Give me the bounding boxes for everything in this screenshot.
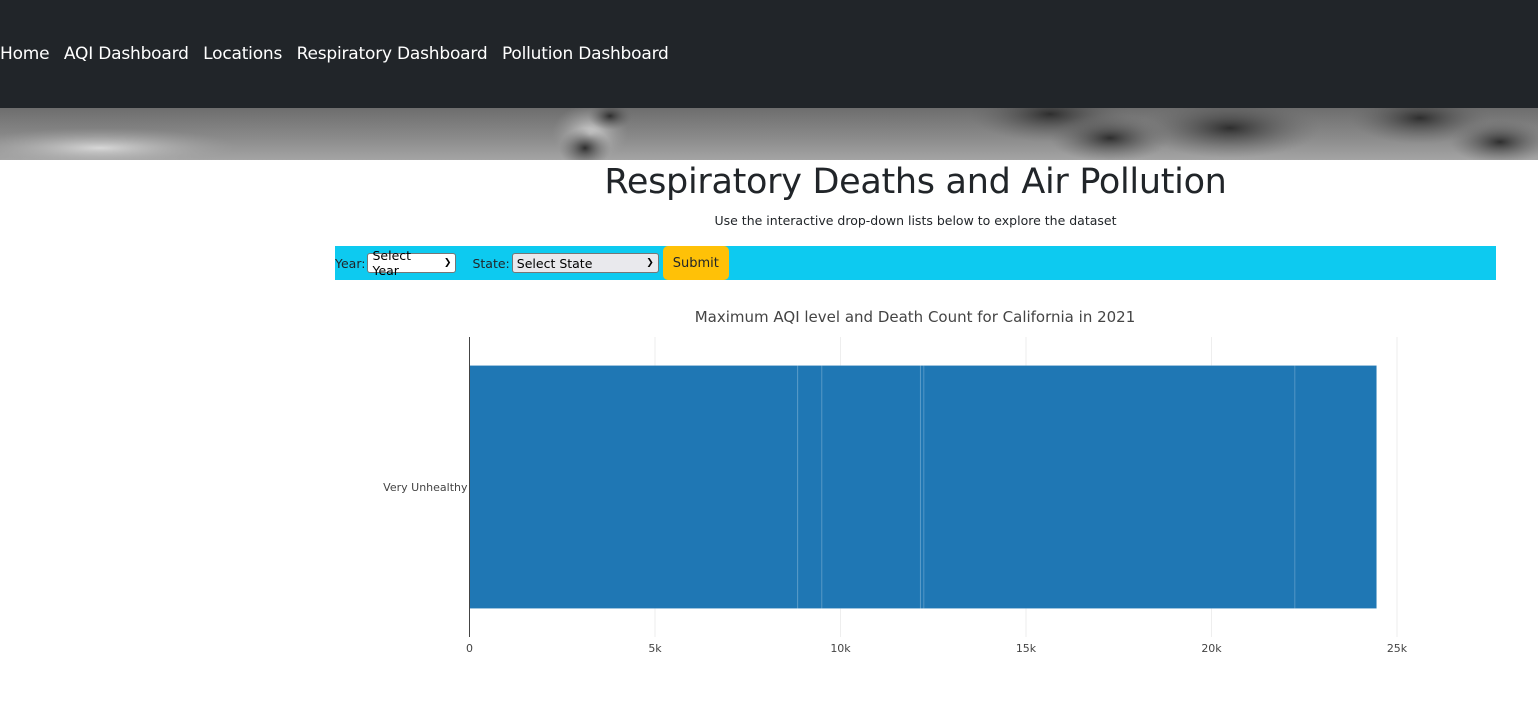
nav-aqi-dashboard[interactable]: AQI Dashboard (63, 44, 189, 64)
x-tick-label: 10k (830, 642, 851, 655)
bar-segment[interactable] (923, 365, 1296, 609)
year-label: Year: (335, 255, 366, 271)
x-tick-label: 0 (466, 642, 473, 655)
state-select-value: Select State (516, 255, 593, 271)
x-tick-label: 5k (648, 642, 662, 655)
nav-respiratory-dashboard[interactable]: Respiratory Dashboard (296, 44, 488, 64)
bar-segment[interactable] (919, 365, 925, 609)
bar-segment[interactable] (469, 365, 799, 609)
x-tick-label: 15k (1016, 642, 1037, 655)
y-category-label: Very Unhealthy (383, 481, 468, 494)
bar-segment[interactable] (797, 365, 823, 609)
year-select[interactable]: Select Year ❯ (367, 248, 457, 278)
state-select[interactable]: Select State ❯ (511, 253, 659, 273)
page-subtitle: Use the interactive drop-down lists belo… (714, 213, 1117, 228)
bar-segment[interactable] (821, 365, 921, 609)
state-label: State: (472, 255, 510, 271)
nav-locations[interactable]: Locations (203, 44, 283, 64)
year-select-value: Select Year (372, 248, 412, 278)
chevron-down-icon: ❯ (443, 258, 452, 268)
chevron-down-icon: ❯ (646, 258, 654, 268)
filter-bar: Year: Select Year ❯ State: Select State … (335, 246, 1496, 280)
submit-button[interactable]: Submit (662, 246, 729, 280)
page-title: Respiratory Deaths and Air Pollution (604, 162, 1227, 202)
hero-banner-image (0, 108, 1538, 160)
smoke-image (0, 108, 1538, 160)
nav-home[interactable]: Home (0, 44, 50, 64)
x-tick-label: 25k (1387, 642, 1408, 655)
page-title-wrap: Respiratory Deaths and Air Pollution (0, 162, 1538, 202)
nav-pollution-dashboard[interactable]: Pollution Dashboard (501, 44, 669, 64)
page-subtitle-wrap: Use the interactive drop-down lists belo… (0, 213, 1538, 228)
top-navbar: Home AQI Dashboard Locations Respiratory… (0, 0, 1538, 108)
x-tick-label: 20k (1201, 642, 1222, 655)
bar-segment[interactable] (1294, 365, 1377, 609)
chart-title: Maximum AQI level and Death Count for Ca… (695, 308, 1136, 326)
